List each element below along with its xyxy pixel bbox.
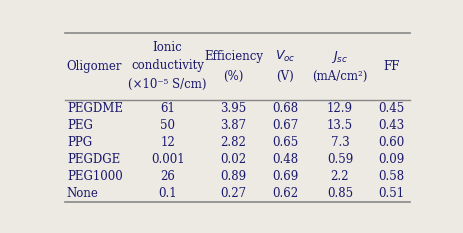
Text: 3.95: 3.95 <box>220 102 247 115</box>
Text: 0.27: 0.27 <box>220 187 247 200</box>
Text: None: None <box>67 187 99 200</box>
Text: 0.02: 0.02 <box>220 153 247 166</box>
Text: 0.48: 0.48 <box>272 153 298 166</box>
Text: Ionic: Ionic <box>153 41 182 54</box>
Text: 0.45: 0.45 <box>378 102 404 115</box>
Text: 13.5: 13.5 <box>327 119 353 132</box>
Text: 0.62: 0.62 <box>272 187 298 200</box>
Text: PEGDGE: PEGDGE <box>67 153 120 166</box>
Text: $\mathit{J}_{\mathit{sc}}$: $\mathit{J}_{\mathit{sc}}$ <box>332 49 348 65</box>
Text: PEGDME: PEGDME <box>67 102 123 115</box>
Text: 0.68: 0.68 <box>272 102 298 115</box>
Text: Efficiency: Efficiency <box>204 50 263 63</box>
Text: 0.001: 0.001 <box>151 153 184 166</box>
Text: 2.82: 2.82 <box>221 136 247 149</box>
Text: FF: FF <box>383 60 400 73</box>
Text: PEG: PEG <box>67 119 93 132</box>
Text: 0.59: 0.59 <box>327 153 353 166</box>
Text: 0.69: 0.69 <box>272 170 298 183</box>
Text: 61: 61 <box>160 102 175 115</box>
Text: 0.67: 0.67 <box>272 119 298 132</box>
Text: (V): (V) <box>276 70 294 83</box>
Text: PPG: PPG <box>67 136 92 149</box>
Text: 26: 26 <box>160 170 175 183</box>
Text: 12: 12 <box>160 136 175 149</box>
Text: 50: 50 <box>160 119 175 132</box>
Text: 0.09: 0.09 <box>378 153 404 166</box>
Text: 0.43: 0.43 <box>378 119 404 132</box>
Text: PEG1000: PEG1000 <box>67 170 123 183</box>
Text: (%): (%) <box>224 70 244 83</box>
Text: 7.3: 7.3 <box>331 136 349 149</box>
Text: (mA/cm²): (mA/cm²) <box>312 70 368 83</box>
Text: 0.60: 0.60 <box>378 136 404 149</box>
Text: 0.1: 0.1 <box>158 187 177 200</box>
Text: 0.65: 0.65 <box>272 136 298 149</box>
Text: 0.85: 0.85 <box>327 187 353 200</box>
Text: 12.9: 12.9 <box>327 102 353 115</box>
Text: Oligomer: Oligomer <box>67 60 122 73</box>
Text: 3.87: 3.87 <box>220 119 247 132</box>
Text: $\mathit{V}_{\mathit{oc}}$: $\mathit{V}_{\mathit{oc}}$ <box>275 49 295 64</box>
Text: 0.58: 0.58 <box>378 170 404 183</box>
Text: 0.51: 0.51 <box>378 187 404 200</box>
Text: conductivity: conductivity <box>131 59 204 72</box>
Text: (×10⁻⁵ S/cm): (×10⁻⁵ S/cm) <box>128 78 207 91</box>
Text: 2.2: 2.2 <box>331 170 349 183</box>
Text: 0.89: 0.89 <box>220 170 247 183</box>
